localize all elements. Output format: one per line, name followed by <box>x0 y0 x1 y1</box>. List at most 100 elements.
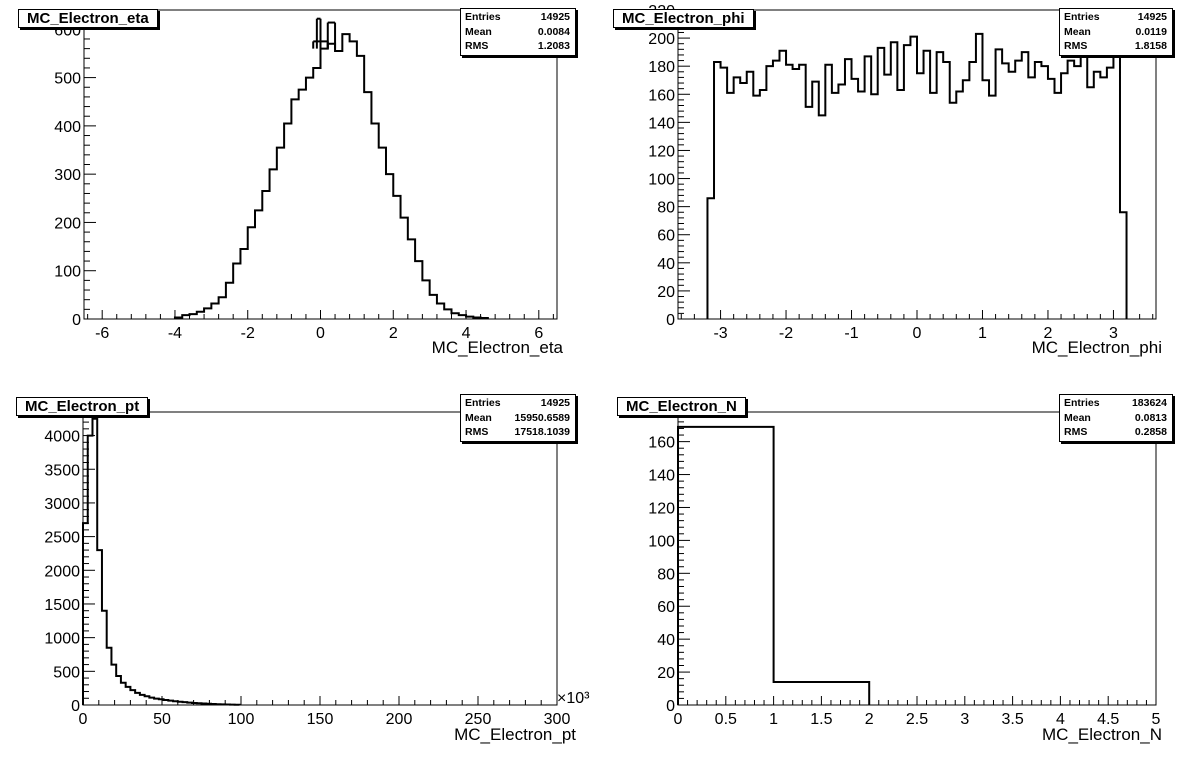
y-tick-label: 140 <box>648 468 675 485</box>
histogram-bin <box>1107 68 1114 319</box>
stats-box: Entries 183624 Mean 0.0813 RMS 0.2858 <box>1059 394 1173 442</box>
x-tick-label: 100 <box>228 711 255 728</box>
x-tick-label: 3 <box>1109 325 1118 342</box>
histogram-bin <box>956 91 963 319</box>
y-tick-label: 400 <box>54 119 81 136</box>
stats-rms-label: RMS <box>1064 426 1088 438</box>
x-tick-label: 1 <box>769 711 778 728</box>
y-tick-label: 4000 <box>44 429 80 446</box>
histogram-bin <box>371 123 378 319</box>
stats-rms-label: RMS <box>465 40 489 52</box>
stats-rms-value: 1.8158 <box>1134 40 1167 52</box>
histogram-bin <box>379 148 386 319</box>
x-tick-label: 2 <box>1044 325 1053 342</box>
x-tick-label: -4 <box>168 325 182 342</box>
stats-entries-value: 14925 <box>1137 11 1167 23</box>
y-tick-label: 2000 <box>44 563 80 580</box>
stats-box: Entries 14925 Mean 0.0084 RMS 1.2083 <box>460 8 576 56</box>
stats-entries-label: Entries <box>465 397 501 409</box>
stats-entries-label: Entries <box>1064 11 1100 23</box>
y-tick-label: 200 <box>648 31 675 48</box>
histogram-bin <box>328 44 335 319</box>
stats-entries-label: Entries <box>465 11 501 23</box>
y-tick-label: 500 <box>53 664 80 681</box>
y-tick-label: 40 <box>657 632 675 649</box>
stats-entries-row: Entries 14925 <box>465 396 570 411</box>
x-tick-label: 300 <box>544 711 571 728</box>
x-tick-label: 6 <box>534 325 543 342</box>
y-tick-label: 100 <box>54 264 81 281</box>
y-tick-label: 20 <box>657 284 675 301</box>
histogram-bin <box>753 96 760 319</box>
histogram-bin <box>734 77 741 319</box>
stats-rms-value: 1.2083 <box>537 40 570 52</box>
histogram-panel: -3-2-10123020406080100120140160180200220… <box>648 3 1162 357</box>
y-tick-label: 100 <box>648 533 675 550</box>
y-tick-label: 200 <box>54 215 81 232</box>
histogram-bin <box>950 103 957 319</box>
histogram-bin <box>211 304 218 319</box>
y-tick-label: 80 <box>657 566 675 583</box>
histogram-panel: -6 -4 -2 0 2 4 60100200300400500600MC_Electron… <box>54 9 564 357</box>
histogram-bin <box>1035 62 1042 319</box>
histogram-outline <box>677 425 871 705</box>
histogram-bin <box>1068 61 1075 319</box>
histogram-bin <box>277 148 284 319</box>
histogram-bin <box>766 66 773 319</box>
histogram-bin <box>1028 77 1035 319</box>
histogram-bin <box>917 73 924 319</box>
y-tick-label: 60 <box>657 599 675 616</box>
y-tick-label: 500 <box>54 71 81 88</box>
histogram-bin <box>444 309 451 319</box>
histogram-bin <box>262 191 269 319</box>
histogram-bin <box>845 59 852 319</box>
histogram-bin <box>364 92 371 319</box>
histogram-bin <box>779 51 786 319</box>
x-tick-label: -2 <box>779 325 793 342</box>
x-tick-label: 2 <box>865 711 874 728</box>
x-tick-label: -1 <box>844 325 858 342</box>
stats-entries-row: Entries 183624 <box>1064 396 1167 411</box>
histogram-bin <box>786 65 793 319</box>
histogram-bin <box>393 196 400 319</box>
x-tick-label: 250 <box>465 711 492 728</box>
histogram-bin <box>858 91 865 319</box>
stats-mean-label: Mean <box>465 25 492 38</box>
histogram-bin <box>197 312 204 319</box>
stats-mean-row: Mean 0.0813 <box>1064 411 1167 426</box>
y-tick-label: 140 <box>648 115 675 132</box>
stats-rms-label: RMS <box>1064 40 1088 52</box>
stats-entries-value: 14925 <box>540 397 570 409</box>
x-axis-title: MC_Electron_pt <box>454 725 576 744</box>
histogram-bin <box>793 69 800 319</box>
stats-rms-row: RMS 0.2858 <box>1064 425 1167 440</box>
y-tick-label: 120 <box>648 500 675 517</box>
stats-mean-value: 0.0813 <box>1134 411 1167 424</box>
y-tick-label: 0 <box>72 312 81 329</box>
histogram-bin <box>1041 66 1048 319</box>
histogram-bin <box>930 93 937 319</box>
histogram-bin <box>871 94 878 319</box>
stats-mean-row: Mean 0.0084 <box>465 25 570 40</box>
histogram-bin <box>240 249 247 319</box>
stats-box: Entries 14925 Mean 15950.6589 RMS 17518.1039 <box>460 394 576 442</box>
histogram-bin <box>357 56 364 319</box>
histogram-bin <box>401 218 408 319</box>
histogram-bin <box>299 90 306 319</box>
histogram-bin <box>1074 66 1081 319</box>
stats-mean-label: Mean <box>1064 25 1091 38</box>
x-tick-label: 3 <box>960 711 969 728</box>
x-tick-label: 150 <box>307 711 334 728</box>
histogram-bin <box>910 37 917 319</box>
histogram-bin <box>969 62 976 319</box>
histogram-bin <box>335 51 342 319</box>
histogram-bin <box>321 49 328 319</box>
histogram-title: MC_Electron_phi <box>613 9 754 28</box>
x-tick-label: 0 <box>79 711 88 728</box>
y-tick-label: 2500 <box>44 530 80 547</box>
histogram-panel: 0 50 100 150 200 250 3000500100015002000250030… <box>44 411 590 744</box>
x-tick-label: 200 <box>386 711 413 728</box>
y-tick-label: 3500 <box>44 462 80 479</box>
histogram-bin <box>1094 72 1101 319</box>
histogram-bin <box>306 78 313 319</box>
